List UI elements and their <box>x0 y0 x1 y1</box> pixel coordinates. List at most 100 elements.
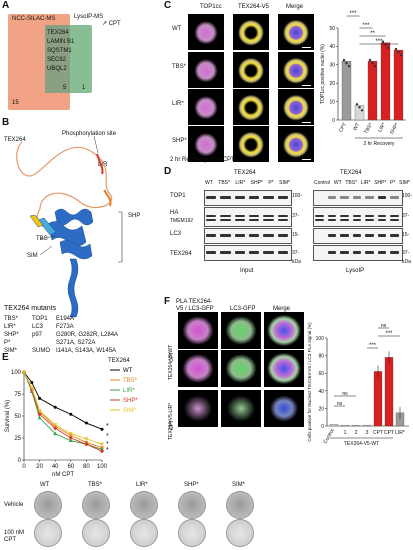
significance-label: ** <box>370 31 375 37</box>
data-point <box>386 46 390 49</box>
data-point <box>100 449 104 454</box>
marker-15-right: 15- <box>402 232 410 238</box>
data-point <box>397 50 400 54</box>
lane-label: SIM* <box>399 180 410 186</box>
blot-band <box>365 219 374 221</box>
legend-label: SIM* <box>123 408 137 414</box>
protein-item: TEX264 <box>47 30 69 36</box>
blot-band <box>365 233 374 237</box>
blot-band <box>365 214 374 217</box>
colony-plate <box>34 491 62 519</box>
venn-overlap <box>45 25 70 93</box>
blot-band <box>234 214 245 217</box>
y-tick-label: 60 <box>318 371 324 377</box>
arrow-up-icon: ↗ <box>102 21 108 27</box>
blot-band <box>352 219 362 221</box>
blot-band <box>249 214 260 217</box>
pla-bar-chart: 0 20 40 60 80 100 Cells positive for Nuclear T… <box>307 322 409 447</box>
sim-label: SIM <box>27 253 38 259</box>
input-blot-strip <box>204 207 292 227</box>
blot-band <box>377 219 387 221</box>
data-point <box>37 412 42 417</box>
mutant-name: LIR* <box>4 324 16 330</box>
header-lc3: LC3-GFP <box>230 306 256 312</box>
panel-f-letter: F <box>164 296 171 307</box>
mutant-name: SHP* <box>4 332 19 338</box>
y-tick-label: 50 <box>329 26 335 32</box>
micrograph-pla <box>178 312 218 349</box>
blot-band <box>206 250 217 254</box>
blot-band <box>277 195 288 199</box>
lane-label: TBS* <box>218 180 230 186</box>
lysoip-lane-labels: Control WT TBS* LIR* SHP* P* SIM* <box>314 180 410 186</box>
row-group-wt: TEX264-V5-WT <box>168 344 174 380</box>
blot-band <box>263 195 274 199</box>
bar <box>354 105 365 121</box>
protein-item: UBQL2 <box>47 66 67 72</box>
colony-plate <box>178 519 206 547</box>
x-tick-label: TBS* <box>363 122 374 135</box>
marker-kda: kDa <box>292 259 301 265</box>
plate-col-label: WT <box>40 482 50 488</box>
micrograph-pla <box>178 390 218 427</box>
legend-label: SHP* <box>123 398 138 404</box>
blot-band <box>352 195 362 199</box>
micrograph-merge <box>278 126 314 162</box>
mutant-row: SIM* SUMO I141A, S143A, W145A <box>4 348 164 356</box>
marker-37b-right: 37- <box>402 250 410 256</box>
lane-label: WT <box>333 180 342 186</box>
mutant-name: SIM* <box>4 348 18 354</box>
data-point <box>84 442 89 447</box>
bar <box>384 357 394 427</box>
lane-label: P* <box>390 180 396 186</box>
scale-bar <box>302 85 311 86</box>
blot-band <box>220 214 231 217</box>
plate-col-label: SHP* <box>184 482 199 488</box>
row-label-lir: LIR* <box>172 101 184 107</box>
micrograph-lc3 <box>221 350 261 387</box>
data-point <box>37 409 42 413</box>
blot-band <box>390 219 399 221</box>
x-tick-label: WT <box>352 122 361 132</box>
blot-band <box>390 214 399 217</box>
blot-band <box>365 195 374 199</box>
col-header-merge: Merge <box>286 4 304 10</box>
marker-37-right: 37- <box>402 213 410 219</box>
row-label-wt: WT <box>172 26 182 32</box>
blot-band <box>249 195 260 199</box>
x-axis-label: nM CPT <box>52 472 74 478</box>
panel-e-letter: E <box>2 352 9 363</box>
count-overlap: 5 <box>63 85 67 91</box>
x-tick-label: 40 <box>52 464 59 470</box>
y-axis-label: Cells positive for Nuclear TEX264-V5 / L… <box>307 322 312 442</box>
blot-band <box>206 219 217 221</box>
blot-band <box>377 214 387 217</box>
micrograph-merge <box>278 89 314 125</box>
y-tick-label: 25 <box>14 436 21 442</box>
blot-band <box>390 233 399 237</box>
panel-b-letter: B <box>2 117 10 128</box>
y-tick-label: 100 <box>316 336 325 342</box>
data-point <box>84 421 88 425</box>
blot-band <box>234 219 245 221</box>
data-point <box>53 423 58 427</box>
significance-label: *** <box>362 23 370 29</box>
top1cc-bar-chart: 0 10 20 30 40 50 TOP1cc positive nuclei (%) CPT… <box>320 11 406 147</box>
mutant-mutation: E194A <box>56 316 75 322</box>
data-point <box>37 415 42 420</box>
y-tick-label: 0 <box>332 118 335 124</box>
blot-band <box>277 219 288 221</box>
lane-label: P* <box>268 180 274 186</box>
x-tick-label: 20 <box>36 464 43 470</box>
data-point <box>381 40 385 43</box>
blot-band <box>340 233 349 237</box>
row-label-shp: SHP* <box>172 138 187 144</box>
micrograph-top1 <box>188 89 224 125</box>
data-point <box>347 64 351 68</box>
y-tick-label: 0 <box>18 458 22 464</box>
shp-label: SHP <box>128 213 141 219</box>
micrograph-lc3 <box>221 390 261 427</box>
lane-label: SHP* <box>374 180 387 186</box>
row-label-tex264: TEX264 <box>170 251 192 257</box>
lane-label: WT <box>205 180 213 186</box>
